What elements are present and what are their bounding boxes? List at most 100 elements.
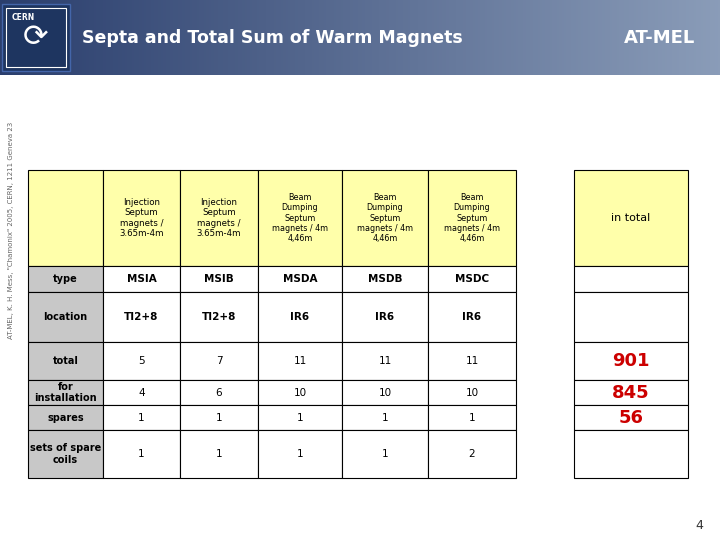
Text: 4: 4 <box>138 388 145 397</box>
Bar <box>163 0 166 75</box>
Text: 1: 1 <box>382 449 388 459</box>
Bar <box>135 0 138 75</box>
Bar <box>593 0 596 75</box>
Bar <box>441 0 445 75</box>
Bar <box>333 0 337 75</box>
Bar <box>562 0 565 75</box>
Bar <box>34 0 37 75</box>
Bar <box>559 0 562 75</box>
Bar <box>271 0 274 75</box>
Text: MSDC: MSDC <box>455 274 489 284</box>
Bar <box>583 0 587 75</box>
Bar <box>342 430 428 478</box>
Bar <box>139 0 143 75</box>
Bar <box>22 0 25 75</box>
Bar <box>362 0 366 75</box>
Bar <box>670 0 673 75</box>
Bar <box>28 380 103 405</box>
Bar <box>214 0 217 75</box>
Bar <box>168 0 171 75</box>
Text: MSIB: MSIB <box>204 274 234 284</box>
Bar <box>178 0 181 75</box>
Bar <box>410 0 414 75</box>
Bar <box>358 0 361 75</box>
Text: 11: 11 <box>379 356 392 366</box>
Bar <box>293 0 296 75</box>
Bar <box>58 0 61 75</box>
Text: IR6: IR6 <box>375 312 395 322</box>
Bar <box>506 0 510 75</box>
Bar <box>297 0 301 75</box>
Bar <box>300 0 303 75</box>
Text: TI2+8: TI2+8 <box>125 312 158 322</box>
Bar <box>343 0 346 75</box>
Bar <box>459 0 462 75</box>
Text: Septa and Total Sum of Warm Magnets: Septa and Total Sum of Warm Magnets <box>82 29 463 47</box>
Bar <box>24 0 27 75</box>
Bar <box>497 0 500 75</box>
Bar <box>103 266 180 292</box>
Bar <box>122 0 126 75</box>
Bar <box>258 380 342 405</box>
Bar <box>106 0 109 75</box>
Text: 10: 10 <box>379 388 392 397</box>
Bar <box>48 0 51 75</box>
Bar <box>684 0 688 75</box>
Bar <box>295 0 299 75</box>
Bar <box>574 430 688 478</box>
Bar <box>342 405 428 430</box>
Bar <box>581 0 584 75</box>
Bar <box>619 0 623 75</box>
Bar <box>149 0 152 75</box>
Text: 5: 5 <box>138 356 145 366</box>
Bar <box>67 0 71 75</box>
Bar <box>574 380 688 405</box>
Bar <box>70 0 73 75</box>
Bar <box>331 0 335 75</box>
Bar <box>171 0 174 75</box>
Bar <box>490 0 493 75</box>
Bar <box>283 0 287 75</box>
Bar <box>693 0 697 75</box>
Text: location: location <box>43 312 88 322</box>
Bar <box>585 0 589 75</box>
Text: MSDA: MSDA <box>283 274 318 284</box>
Bar <box>449 0 452 75</box>
Bar <box>199 0 202 75</box>
Bar <box>310 0 313 75</box>
Bar <box>38 0 42 75</box>
Bar <box>89 0 92 75</box>
Bar <box>31 0 35 75</box>
Bar <box>258 430 342 478</box>
Bar <box>657 0 661 75</box>
Text: 901: 901 <box>612 352 649 370</box>
Bar <box>192 0 195 75</box>
Text: IR6: IR6 <box>290 312 310 322</box>
Bar <box>454 0 457 75</box>
Bar <box>230 0 234 75</box>
Bar <box>391 0 395 75</box>
Bar <box>261 0 265 75</box>
Bar <box>466 0 469 75</box>
Text: 1: 1 <box>216 449 222 459</box>
Bar <box>533 0 536 75</box>
Bar <box>342 380 428 405</box>
Bar <box>650 0 654 75</box>
Bar <box>389 0 392 75</box>
Bar <box>53 0 56 75</box>
Bar <box>396 0 400 75</box>
Bar <box>518 0 522 75</box>
Bar <box>127 0 130 75</box>
Text: 4: 4 <box>695 519 703 532</box>
Bar <box>495 0 498 75</box>
Bar <box>103 405 180 430</box>
Bar <box>360 0 364 75</box>
Text: 11: 11 <box>465 356 479 366</box>
Bar <box>96 0 99 75</box>
Bar <box>706 0 709 75</box>
Bar <box>351 0 354 75</box>
Bar <box>43 0 47 75</box>
Bar <box>194 0 198 75</box>
Bar <box>677 0 680 75</box>
Bar <box>470 0 474 75</box>
